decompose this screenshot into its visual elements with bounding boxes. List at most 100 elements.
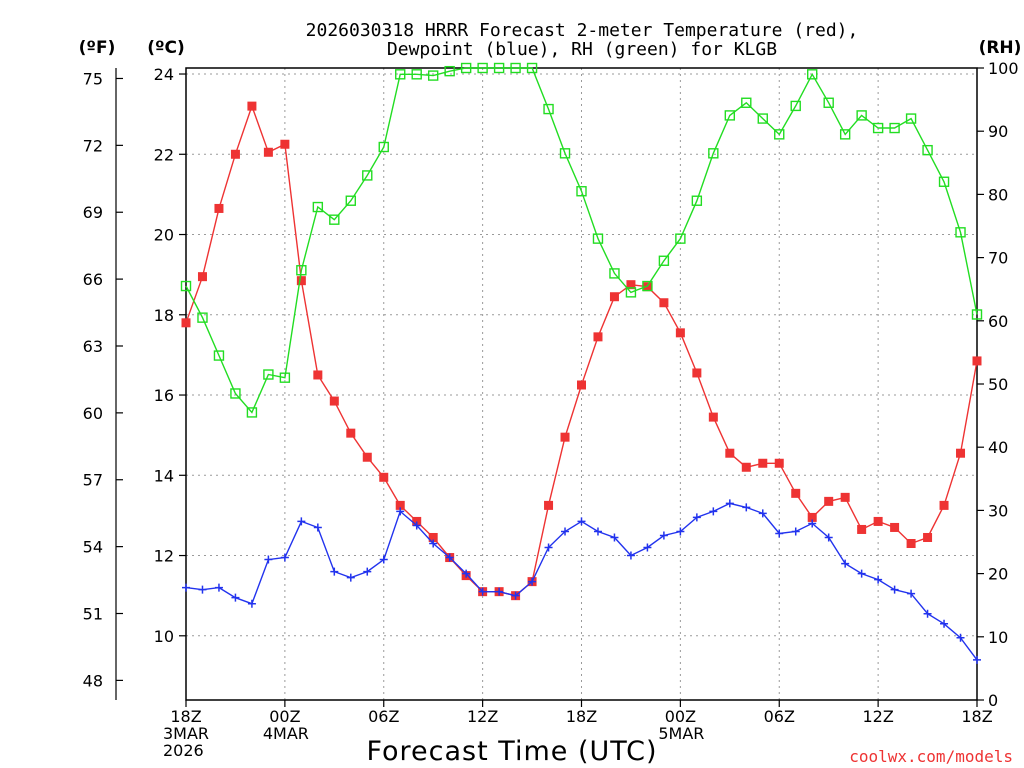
dewpoint-point (824, 533, 833, 542)
rh-point (296, 265, 307, 276)
rh-tick-label: 60 (988, 312, 1008, 331)
rh-tick-label: 90 (988, 122, 1008, 141)
rh-point (576, 186, 587, 197)
temperature-point (840, 492, 850, 502)
rh-point (312, 201, 324, 213)
rh-point (856, 110, 867, 121)
x-tick-label: 12Z (862, 707, 893, 726)
fahrenheit-tick-label: 51 (83, 605, 103, 624)
celsius-tick-label: 10 (154, 627, 174, 646)
rh-point (807, 69, 818, 80)
temperature-point (939, 500, 949, 510)
rh-tick-label: 70 (988, 249, 1008, 268)
rh-tick-label: 10 (988, 628, 1008, 647)
rh-unit-label: (RH) (979, 38, 1022, 58)
chart-title-line1: 2026030318 HRRR Forecast 2-meter Tempera… (306, 20, 859, 41)
temperature-point (857, 524, 867, 534)
rh-point (526, 62, 538, 74)
dewpoint-point (363, 567, 372, 576)
fahrenheit-tick-label: 75 (83, 69, 103, 88)
rh-point (395, 69, 406, 80)
rh-point (675, 233, 686, 244)
dewpoint-point (346, 573, 355, 582)
temperature-point (708, 412, 718, 422)
rh-tick-label: 30 (988, 501, 1008, 520)
temperature-point (329, 396, 339, 406)
dewpoint-point (742, 503, 751, 512)
temperature-point (692, 368, 702, 378)
dewpoint-point (445, 553, 454, 562)
celsius-tick-label: 18 (154, 306, 174, 325)
temperature-point (824, 496, 834, 506)
temperature-point (807, 512, 817, 522)
fahrenheit-tick-label: 66 (83, 270, 103, 289)
data-series (180, 62, 983, 664)
rh-point (197, 312, 208, 323)
dewpoint-point (676, 527, 685, 536)
celsius-tick-label: 22 (154, 145, 174, 164)
dewpoint-point (478, 587, 487, 596)
x-tick-label: 00Z (665, 707, 696, 726)
dewpoint-point (297, 517, 306, 526)
axes: 48 51 54 57 60 63 66 69 72 75 10 12 14 16 18 20 22 24 0 10 2… (83, 59, 1019, 760)
rh-point (230, 388, 241, 399)
rh-point (180, 280, 192, 292)
dewpoint-point (231, 593, 240, 602)
rh-point (263, 369, 274, 380)
temperature-point (758, 458, 768, 468)
fahrenheit-tick-label: 57 (83, 471, 103, 490)
temperature-point (346, 428, 356, 438)
temperature-point (675, 328, 685, 338)
temperature-point (560, 432, 570, 442)
dewpoint-point (841, 559, 850, 568)
dewpoint-point (791, 527, 800, 536)
temperature-point (412, 516, 422, 526)
dewpoint-point (907, 589, 916, 598)
rh-tick-label: 50 (988, 375, 1008, 394)
dewpoint-point (940, 619, 949, 628)
rh-point (823, 97, 834, 108)
celsius-tick-label: 24 (154, 65, 174, 84)
dewpoint-point (511, 591, 520, 600)
dewpoint-point (758, 509, 767, 518)
rh-point (329, 214, 340, 225)
rh-point (872, 122, 884, 134)
dewpoint-point (956, 633, 965, 642)
rh-point (905, 113, 917, 124)
fahrenheit-tick-label: 54 (83, 538, 103, 557)
temperature-point (906, 539, 916, 549)
rh-point (774, 129, 785, 140)
temperature-point (873, 516, 883, 526)
dewpoint-point (429, 539, 438, 548)
temperature-point (197, 272, 207, 282)
rh-point (345, 195, 356, 206)
x-tick-label: 4MAR (263, 724, 309, 743)
rh-point (971, 309, 983, 320)
rh-point (658, 255, 670, 266)
rh-point (362, 170, 373, 181)
rh-point (642, 280, 653, 292)
dewpoint-point (593, 527, 602, 536)
dewpoint-point (659, 531, 668, 540)
x-tick-label: 18Z (170, 707, 201, 726)
x-axis-label: Forecast Time (UTC) (366, 736, 657, 767)
rh-point (592, 233, 604, 244)
temperature-point (774, 458, 784, 468)
rh-point (444, 65, 455, 77)
dewpoint-point (330, 567, 339, 576)
rh-point (213, 350, 225, 361)
rh-point (938, 176, 950, 187)
rh-point (543, 103, 554, 115)
temperature-point (379, 472, 389, 482)
dewpoint-point (874, 575, 883, 584)
dewpoint-point (692, 513, 701, 522)
temperature-point (313, 370, 323, 380)
dewpoint-point (857, 569, 866, 578)
dewpoint-point (561, 527, 570, 536)
rh-tick-label: 100 (988, 59, 1019, 78)
fahrenheit-tick-label: 48 (83, 671, 103, 690)
temperature-point (972, 356, 982, 366)
temperature-point (428, 532, 438, 542)
rh-point (378, 141, 389, 153)
